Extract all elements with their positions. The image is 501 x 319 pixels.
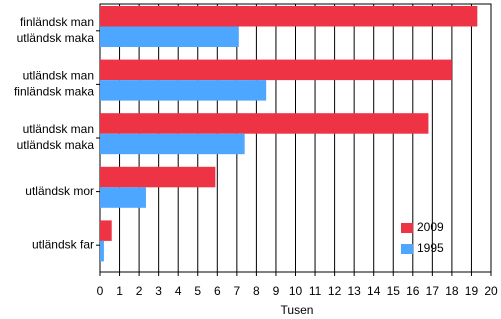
bar: [100, 166, 216, 188]
x-tick-label: 0: [97, 284, 104, 298]
y-tick-label: utländsk maka: [17, 138, 95, 152]
bar: [100, 6, 478, 27]
x-tick-label: 12: [328, 284, 342, 298]
y-tick-label: utländsk maka: [17, 31, 95, 45]
x-tick-label: 5: [194, 284, 201, 298]
y-tick-label: utländsk mor: [25, 184, 94, 198]
legend-label: 1995: [417, 241, 444, 255]
x-tick-label: 1: [116, 284, 123, 298]
bar: [100, 80, 267, 101]
bar: [100, 113, 429, 134]
y-tick-label: utländsk man: [23, 122, 94, 136]
x-tick-label: 18: [445, 284, 459, 298]
x-tick-label: 17: [426, 284, 440, 298]
bar: [100, 240, 104, 262]
x-tick-label: 11: [309, 284, 322, 298]
y-tick-label: finländsk maka: [14, 85, 94, 99]
x-tick-label: 8: [253, 284, 260, 298]
x-tick-label: 13: [347, 284, 361, 298]
bar: [100, 26, 239, 47]
x-tick-label: 16: [406, 284, 420, 298]
bar: [100, 133, 245, 155]
legend-swatch: [401, 244, 413, 254]
x-tick-label: 6: [214, 284, 221, 298]
y-tick-label: utländsk far: [32, 237, 94, 251]
x-tick-label: 3: [155, 284, 162, 298]
x-tick-label: 2: [136, 284, 143, 298]
legend-swatch: [401, 223, 413, 233]
x-tick-label: 7: [234, 284, 241, 298]
x-tick-label: 9: [273, 284, 280, 298]
x-tick-label: 20: [484, 284, 498, 298]
x-tick-label: 10: [289, 284, 303, 298]
x-axis-label: Tusen: [281, 303, 314, 317]
legend-label: 2009: [417, 220, 444, 234]
bar: [100, 187, 146, 208]
x-tick-label: 4: [175, 284, 182, 298]
y-tick-label: utländsk man: [23, 69, 94, 83]
bar: [100, 220, 112, 241]
bar: [100, 59, 452, 81]
x-tick-label: 15: [387, 284, 401, 298]
y-tick-label: finländsk man: [20, 15, 94, 29]
x-tick-label: 19: [465, 284, 479, 298]
x-tick-label: 14: [367, 284, 381, 298]
